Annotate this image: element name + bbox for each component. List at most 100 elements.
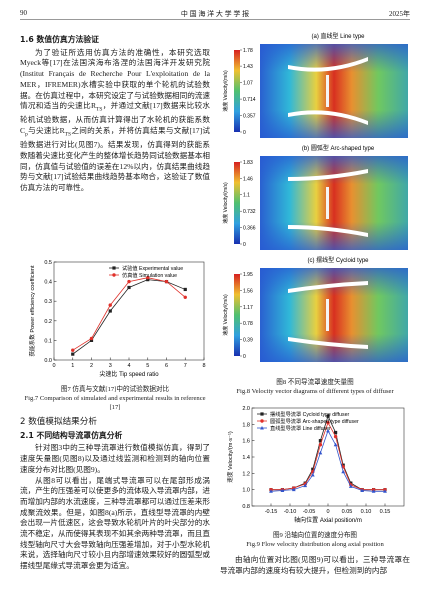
turbine	[326, 299, 329, 331]
year: 2025年	[389, 10, 410, 18]
y-axis-label: 速度 Velocity/(m·s⁻¹)	[226, 431, 234, 483]
data-point	[183, 287, 187, 292]
data-point	[348, 484, 353, 488]
y-tick-label: 0.1	[44, 338, 52, 344]
y-tick-label: 0.2	[44, 319, 52, 325]
data-point	[71, 348, 75, 352]
y-tick-label: 0.5	[44, 260, 52, 266]
colorbar	[234, 162, 240, 244]
legend-label: 试验值 Experimental value	[122, 264, 183, 272]
paragraph: 由轴向位置对比图(见图9)可以看出，三种导流罩在导流罩内部的速度均有较大提升，但…	[220, 555, 410, 576]
data-point	[326, 421, 330, 425]
velocity-field-shade	[260, 156, 408, 250]
colorbar-tick-label: 1.07	[243, 81, 253, 87]
y-tick-label: 1.2	[242, 471, 250, 477]
y-axis-label: 获能系数 Power efficiency coefficient	[28, 265, 36, 357]
data-point	[89, 338, 94, 342]
x-tick-label: 7	[184, 363, 187, 369]
colorbar-tick-label: 0	[243, 130, 246, 136]
colorbar-label: 速度 Velocity/(m/s)	[222, 182, 229, 224]
paragraph: 为了验证所选用仿真方法的准确性，本研究选取Myeck等[17]在法国滨海布洛涅的…	[20, 48, 210, 194]
colorbar-tick-label: 1.43	[243, 64, 253, 70]
colorbar	[234, 274, 240, 356]
x-tick-label: -0.10	[284, 509, 297, 515]
subscript: p	[25, 131, 28, 138]
data-point	[183, 295, 187, 299]
x-tick-label: 1	[71, 363, 74, 369]
x-tick-label: 3	[109, 363, 112, 369]
x-tick-label: -0.05	[303, 509, 316, 515]
data-point	[310, 472, 315, 477]
y-tick-label: 0.0	[44, 358, 52, 364]
x-tick-label: 5	[146, 363, 149, 369]
colorbar-tick-label: 0	[243, 354, 246, 360]
data-point	[333, 434, 338, 439]
subsection-heading: 2.1 不同结构导流罩仿真分析	[20, 430, 123, 440]
figure-caption: 图8 不同导流罩速度矢量图 Fig.8 Velocity vector diag…	[220, 378, 410, 396]
section-heading: 1.6 数值仿真方法验证	[20, 35, 99, 44]
data-point	[383, 489, 387, 493]
data-point	[333, 442, 338, 447]
y-tick-label: 1.4	[242, 455, 250, 461]
panel-label: (b) 圆弧型 Arc-shaped type	[302, 144, 375, 152]
velocity-field-shade	[260, 44, 408, 138]
colorbar-tick-label: 0.714	[243, 97, 256, 103]
data-point	[318, 439, 322, 443]
page-number: 90	[20, 9, 27, 17]
data-point	[71, 352, 75, 356]
diffuser-wall	[288, 169, 368, 181]
colorbar	[234, 50, 240, 132]
data-point	[269, 489, 273, 493]
figure-7-chart: 0.0 0.1 0.2 0.3 0.4 0.5 0 1 2 3 4 5 6 7 8 尖速比 Tip speed…	[28, 260, 206, 378]
colorbar-tick-label: 1.56	[243, 288, 253, 294]
diffuser-wall	[288, 281, 368, 293]
panel-label: (a) 直线型 Line type	[311, 32, 365, 40]
caption-en: Fig.8 Velocity vector diagrams of differ…	[236, 388, 394, 395]
panel-label: (c) 摆线型 Cycloid type	[307, 256, 369, 264]
colorbar-tick-label: 0.366	[243, 226, 256, 232]
colorbar-tick-label: 1.1	[243, 193, 250, 199]
data-point	[108, 303, 112, 307]
x-tick-label: 8	[202, 363, 205, 369]
velocity-field-shade	[260, 268, 408, 362]
section: 1.6 数值仿真方法验证 为了验证所选用仿真方法的准确性，本研究选取Myeck等…	[20, 32, 210, 194]
data-point	[326, 428, 330, 433]
paragraph: 针对图3中的三种导流罩进行数值模拟仿真，得到了速度矢量图(见图8)以及通过线监测…	[20, 443, 210, 475]
paragraphs: 为了验证所选用仿真方法的准确性，本研究选取Myeck等[17]在法国滨海布洛涅的…	[20, 48, 210, 194]
y-tick-label: 0.8	[242, 504, 250, 510]
text-run: ，并通过文献[17]数据来比较水轮机试验数据，从而仿真计算得出了水轮机的获能系数…	[20, 101, 210, 136]
data-point	[146, 275, 150, 280]
colorbar-tick-label: 0.78	[243, 321, 253, 327]
x-tick-label: 0.05	[342, 509, 353, 515]
legend-marker	[112, 266, 116, 270]
data-point	[311, 467, 315, 471]
colorbar-tick-label: 1.17	[243, 305, 253, 311]
legend-label: 直线型导流罩 Line diffuser	[270, 424, 331, 432]
x-tick-label: -0.15	[265, 509, 278, 515]
caption-zh: 图7 仿真与文献[17]中的试验数据对比	[60, 386, 170, 393]
data-point	[360, 488, 365, 492]
data-point	[371, 489, 376, 493]
section: 由轴向位置对比图(见图9)可以看出，三种导流罩在导流罩内部的速度均有较大提升，但…	[220, 555, 410, 576]
data-point	[164, 279, 169, 284]
series-line	[271, 421, 385, 491]
diffuser-wall	[288, 337, 368, 349]
diffuser-wall	[288, 57, 368, 72]
x-axis-label: 尖速比 Tip speed ratio	[99, 370, 159, 378]
text-run: 针对图3中的三种导流罩进行数值模拟仿真，得到了速度矢量图(见图8)以及通过线监测…	[20, 443, 210, 474]
diffuser-wall	[288, 225, 368, 237]
paragraph: 从图8可以看出，尾端式导流罩可以在尾部形成涡流，产生的压强差可以使更多的流体吸入…	[20, 476, 210, 572]
series-line	[72, 279, 186, 355]
data-point	[318, 450, 323, 455]
x-tick-label: 0.15	[380, 509, 391, 515]
data-point	[146, 278, 150, 282]
x-tick-label: 6	[165, 363, 168, 369]
data-point	[127, 279, 131, 284]
data-point	[291, 487, 296, 492]
figure-caption: 图9 沿轴向位置的速度分布图 Fig.9 Flow velocity distr…	[220, 531, 410, 549]
legend-label: 仿真值 Simulation value	[122, 271, 177, 279]
section: 2 数值模拟结果分析 2.1 不同结构导流罩仿真分析 针对图3中的三种导流罩进行…	[20, 413, 210, 572]
subscript: TS	[64, 131, 72, 138]
data-point	[108, 309, 112, 313]
